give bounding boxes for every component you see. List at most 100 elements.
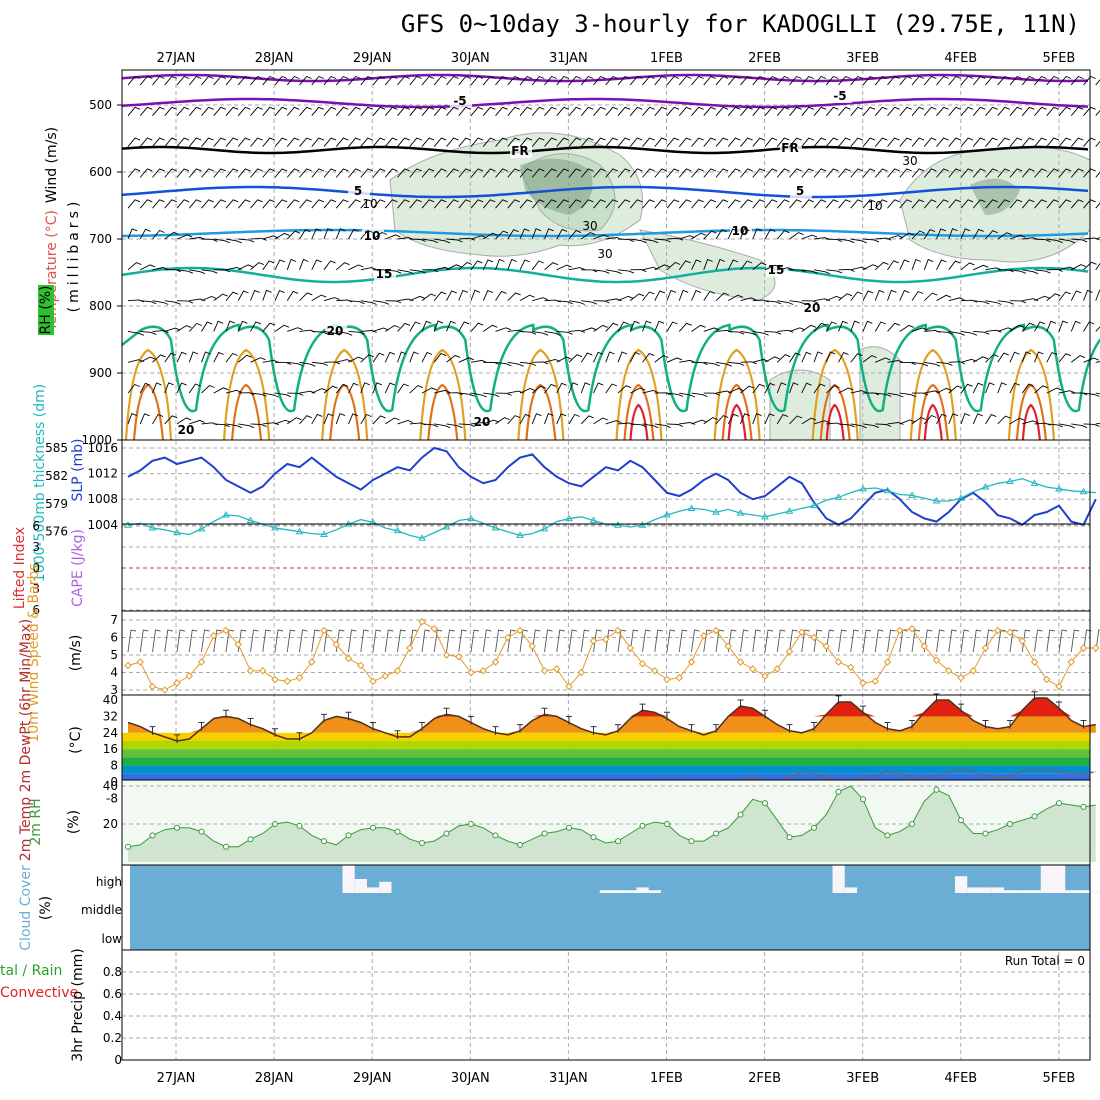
ylabel-p: (millibars) (66, 198, 82, 313)
rh-point (443, 830, 450, 837)
wind-barb (850, 320, 860, 332)
wind-barb (188, 322, 202, 332)
wind-barb (286, 137, 300, 147)
wind-barb (372, 137, 386, 147)
wind-barb (728, 294, 743, 302)
wind-barb (1009, 234, 1026, 240)
wind-barb (740, 413, 750, 425)
wind10-barb (997, 629, 1006, 653)
wind-barb (617, 137, 631, 147)
wind-barb (188, 351, 199, 363)
wind10-point (663, 675, 671, 684)
wind-barb (544, 413, 554, 425)
contour-t-30-0 (132, 383, 165, 441)
temp-minmax (958, 703, 964, 713)
wind-barb (470, 359, 487, 363)
wind-barb (605, 168, 618, 178)
wind-barb (544, 168, 557, 178)
wind-barb (152, 75, 165, 86)
wind-barb (593, 417, 608, 425)
wind10-point (1055, 682, 1063, 691)
rh-point (247, 836, 254, 843)
wind10-point (553, 665, 561, 673)
wind-barb (213, 238, 230, 244)
wind-barb (1009, 324, 1025, 332)
wind-barb (838, 320, 848, 332)
wind-barb (936, 137, 949, 147)
wind-barb (323, 297, 340, 302)
wind-barb (789, 382, 799, 394)
wind-barb (446, 137, 459, 147)
wind-barb (997, 269, 1014, 273)
thickness-point (834, 493, 843, 500)
wind-barb (593, 137, 606, 147)
wind-barb (482, 75, 496, 86)
wind-barb (825, 137, 839, 147)
contour-t-30-4 (525, 383, 557, 441)
wind-barb (580, 168, 594, 178)
wind-barb (838, 423, 855, 428)
wind-barb (642, 291, 655, 301)
li-tick--6: 6 (32, 519, 40, 533)
wind-barb (960, 199, 974, 209)
wind-barb (360, 75, 373, 86)
precip-legend-conv: Convective (0, 985, 78, 1001)
wind10-barb (372, 629, 382, 653)
wind-barb (960, 106, 974, 117)
wind-barb (446, 392, 463, 396)
wind-barb (874, 261, 889, 271)
temp-band-4 (122, 765, 1090, 774)
wind-barb (335, 137, 349, 147)
wind-barb (458, 75, 471, 86)
wind-barb (409, 106, 422, 117)
wind-barb (654, 320, 665, 332)
wind-barb (213, 293, 228, 302)
wind-barb (421, 387, 437, 394)
wind-barb (470, 260, 483, 271)
unit-wind10: (m/s) (68, 635, 84, 672)
thickness-point (393, 526, 402, 534)
wind10-barb (1046, 629, 1055, 653)
wind-barb (409, 75, 422, 86)
thickness-slp-panel (122, 446, 1097, 541)
wind-barb (384, 199, 398, 209)
wind-barb (727, 106, 741, 117)
wind-barb (789, 137, 802, 147)
wind10-barb (911, 629, 921, 653)
wind-barb (789, 168, 802, 178)
wind-barb (727, 199, 741, 209)
wind-barb (813, 168, 827, 178)
wind-barb (997, 199, 1010, 209)
wind-barb (323, 413, 334, 425)
wind-barb (531, 228, 542, 240)
wind-barb (715, 258, 726, 270)
wind-barb (703, 199, 716, 209)
wind-barb (1058, 238, 1075, 244)
wind-barb (1083, 137, 1096, 147)
wind-barb (470, 322, 484, 332)
wind10-barb (446, 629, 455, 653)
wind-barb (299, 292, 313, 301)
rh-point (884, 832, 891, 839)
contour-t-30-9 (1015, 383, 1047, 441)
wind-barb (335, 75, 349, 86)
wind-barb (1058, 75, 1072, 86)
wind-barb (139, 75, 153, 86)
thickness-point (173, 528, 181, 536)
wind10-barb (776, 629, 786, 653)
wind-barb (850, 199, 863, 209)
contour-label-9: 15 (768, 263, 785, 277)
wind-barb (311, 199, 324, 209)
thickness-point (540, 524, 549, 532)
wind-barb (629, 351, 641, 363)
wind-barb (1046, 352, 1058, 363)
wind-barb (789, 415, 803, 425)
cloud-high-bar (1077, 890, 1090, 893)
wind-barb (593, 106, 606, 117)
wind-barb (360, 137, 373, 147)
temp-minmax (198, 722, 205, 731)
wind-barb (825, 199, 839, 209)
wind-barb (446, 264, 462, 271)
wind-barb (397, 351, 407, 363)
wind-barb (825, 351, 836, 363)
